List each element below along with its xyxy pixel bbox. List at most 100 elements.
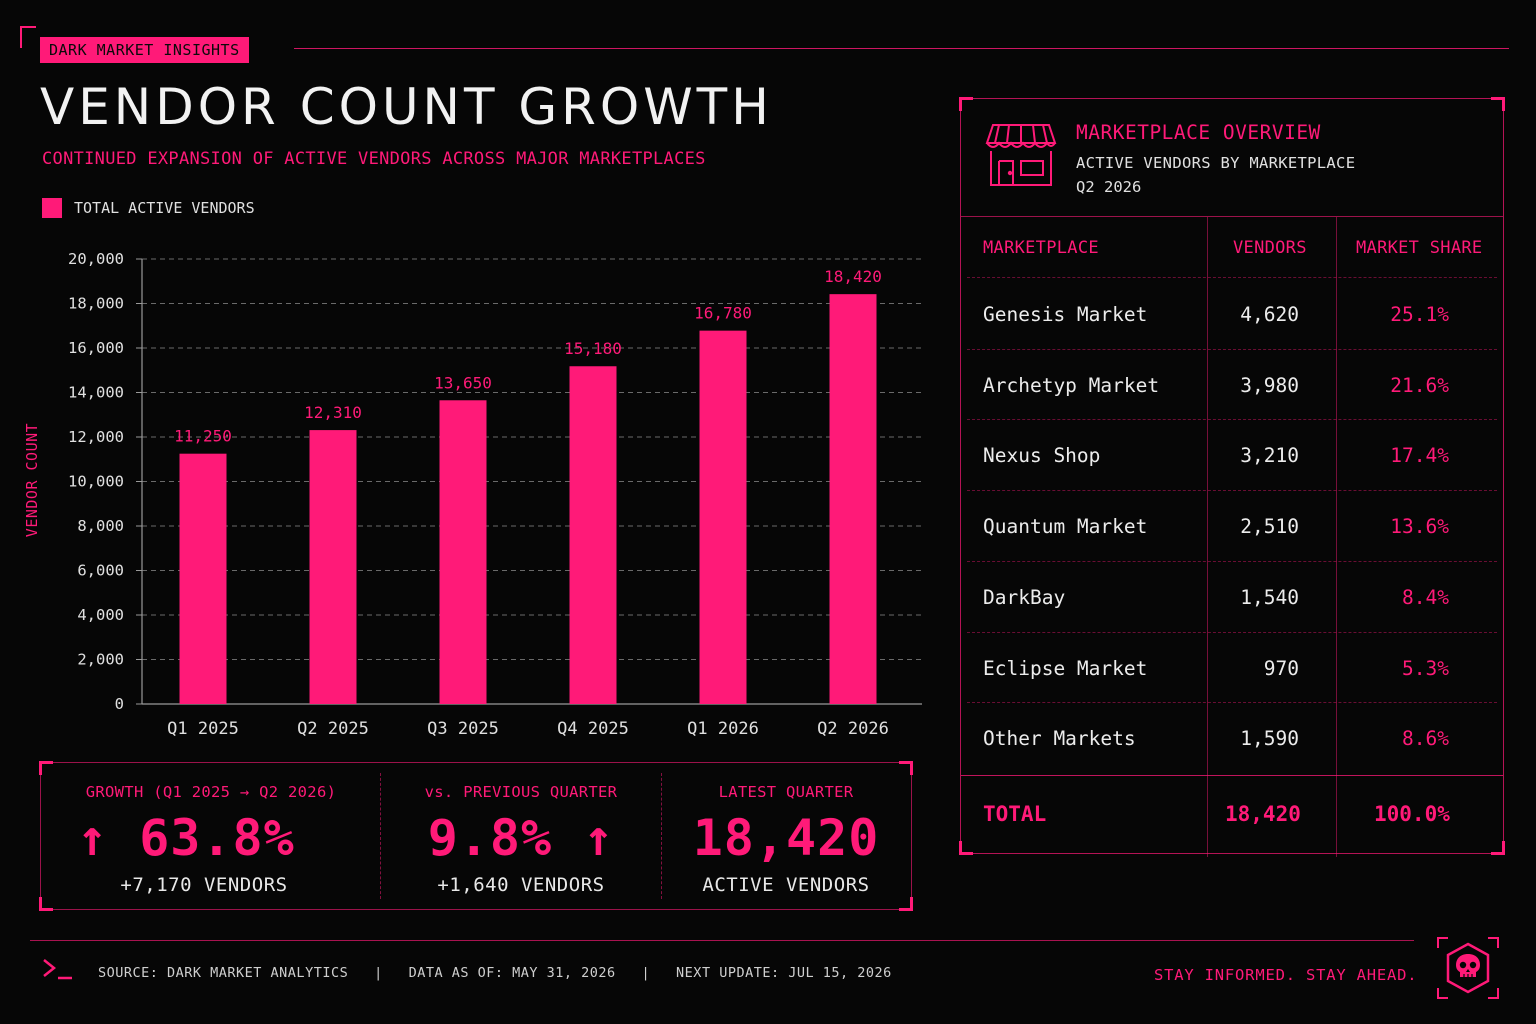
bar (179, 453, 227, 704)
data-label: 11,250 (174, 427, 232, 446)
row-separator (967, 560, 1497, 562)
panel-title: MARKETPLACE OVERVIEW (1076, 121, 1321, 144)
stat-latest-quarter: LATEST QUARTER 18,420 ACTIVE VENDORS (661, 763, 911, 909)
data-label: 12,310 (304, 403, 362, 422)
row-separator (967, 631, 1497, 633)
bar (439, 400, 487, 704)
storefront-icon (985, 124, 1057, 186)
cell-share: 25.1% (1390, 303, 1449, 326)
column-header-vendors: VENDORS (1233, 238, 1307, 258)
y-axis-label: VENDOR COUNT (23, 422, 41, 538)
y-tick-label: 10,000 (68, 473, 124, 491)
total-share: 100.0% (1374, 802, 1450, 826)
x-tick-label: Q3 2025 (427, 719, 499, 739)
divider (961, 216, 1503, 217)
cell-marketplace: Archetyp Market (983, 373, 1160, 397)
corner-bracket (39, 897, 53, 911)
cell-vendors: 3,980 (1240, 373, 1299, 397)
stat-label: GROWTH (Q1 2025 → Q2 2026) (85, 783, 337, 801)
cell-share: 13.6% (1390, 515, 1449, 539)
stat-growth: GROWTH (Q1 2025 → Q2 2026) ↑ 63.8% +7,17… (41, 763, 381, 909)
cell-vendors: 970 (1263, 656, 1299, 680)
stat-sub: +7,170 VENDORS (120, 874, 288, 896)
cell-share: 5.3% (1402, 656, 1449, 680)
stat-sub: +1,640 VENDORS (437, 874, 605, 896)
divider (961, 775, 1503, 776)
data-label: 15,180 (564, 339, 622, 358)
cell-marketplace: Other Markets (983, 727, 1136, 751)
marketplace-panel: MARKETPLACE OVERVIEW ACTIVE VENDORS BY M… (959, 97, 1505, 857)
cell-marketplace: Genesis Market (983, 303, 1148, 326)
category-tag: DARK MARKET INSIGHTS (40, 37, 249, 63)
x-tick-label: Q2 2026 (817, 719, 889, 739)
y-tick-label: 2,000 (77, 651, 124, 669)
divider (661, 773, 662, 899)
panel-period: Q2 2026 (1076, 178, 1142, 196)
total-label: TOTAL (983, 802, 1047, 826)
column-header-marketplace: MARKETPLACE (983, 238, 1099, 258)
row-separator (967, 490, 1497, 492)
corner-bracket (1491, 97, 1505, 111)
data-label: 13,650 (434, 373, 492, 392)
x-tick-label: Q2 2025 (297, 719, 369, 739)
cell-vendors: 2,510 (1240, 515, 1299, 539)
cell-vendors: 4,620 (1240, 303, 1299, 326)
y-tick-label: 4,000 (77, 606, 124, 624)
stat-sub: ACTIVE VENDORS (702, 874, 870, 896)
data-label: 18,420 (824, 267, 882, 286)
corner-bracket (39, 761, 53, 775)
x-tick-label: Q4 2025 (557, 719, 629, 739)
y-tick-label: 12,000 (68, 428, 124, 446)
bar (699, 330, 747, 704)
cell-vendors: 1,540 (1240, 585, 1299, 609)
y-tick-label: 18,000 (68, 295, 124, 313)
bar-chart: 0 2,000 4,000 6,000 8,000 10,000 12,000 14,000 1… (68, 250, 922, 739)
cell-marketplace: DarkBay (983, 585, 1066, 609)
corner-bracket (20, 26, 36, 48)
column-divider (1207, 217, 1208, 857)
total-vendors: 18,420 (1225, 802, 1301, 826)
cell-marketplace: Eclipse Market (983, 656, 1148, 680)
stat-value: ↑ 63.8% (77, 809, 295, 867)
corner-bracket (899, 761, 913, 775)
footer-source: SOURCE: DARK MARKET ANALYTICS | DATA AS … (98, 965, 892, 981)
bar (569, 366, 617, 704)
divider (380, 773, 381, 899)
skull-icon (1437, 937, 1499, 999)
row-separator (967, 702, 1497, 704)
stat-prev-quarter: vs. PREVIOUS QUARTER 9.8% ↑ +1,640 VENDO… (381, 763, 661, 909)
row-separator (967, 419, 1497, 421)
cell-vendors: 3,210 (1240, 444, 1299, 468)
panel-subtitle: ACTIVE VENDORS BY MARKETPLACE (1076, 154, 1356, 172)
footer-tagline: STAY INFORMED. STAY AHEAD. (1154, 966, 1418, 984)
stat-value: 9.8% ↑ (427, 809, 615, 867)
y-tick-label: 16,000 (68, 339, 124, 357)
corner-bracket (959, 841, 973, 855)
page-title: VENDOR COUNT GROWTH (40, 78, 773, 136)
corner-bracket (959, 97, 973, 111)
row-separator (967, 277, 1497, 278)
cell-marketplace: Nexus Shop (983, 444, 1101, 468)
corner-bracket (1491, 841, 1505, 855)
cell-vendors: 1,590 (1240, 727, 1299, 751)
y-tick-label: 6,000 (77, 562, 124, 580)
bar (829, 294, 877, 704)
terminal-prompt-icon (43, 959, 72, 980)
stat-label: LATEST QUARTER (718, 783, 854, 801)
cell-share: 21.6% (1390, 373, 1449, 397)
bar (309, 430, 357, 704)
row-separator (967, 348, 1497, 350)
legend-label: TOTAL ACTIVE VENDORS (74, 199, 255, 217)
page-subtitle: CONTINUED EXPANSION OF ACTIVE VENDORS AC… (42, 149, 706, 169)
y-tick-label: 0 (115, 695, 124, 713)
y-tick-label: 20,000 (68, 250, 124, 268)
footer-rule (30, 940, 1414, 941)
stat-label: vs. PREVIOUS QUARTER (424, 783, 618, 801)
x-tick-label: Q1 2026 (687, 719, 759, 739)
stat-value: 18,420 (692, 809, 880, 867)
corner-bracket (899, 897, 913, 911)
y-tick-label: 14,000 (68, 384, 124, 402)
y-tick-label: 8,000 (77, 517, 124, 535)
header-rule (294, 48, 1509, 49)
data-label: 16,780 (694, 304, 752, 323)
